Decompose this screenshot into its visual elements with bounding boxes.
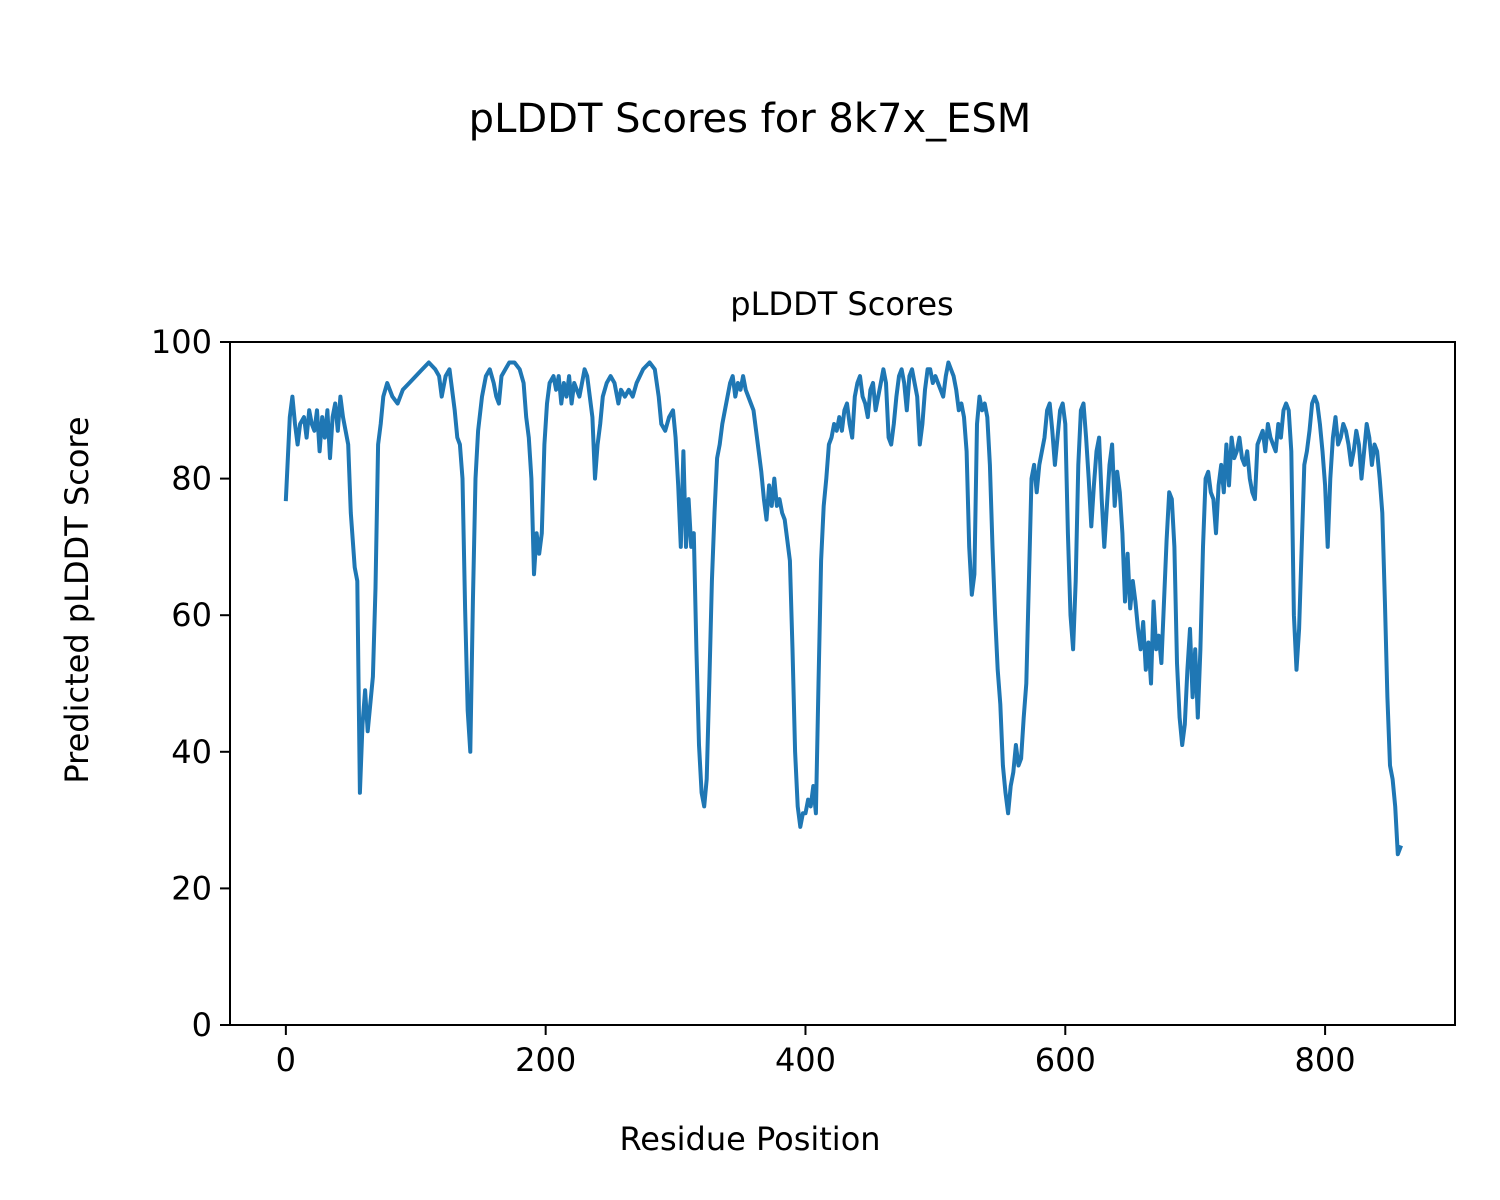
- y-tick-label: 40: [171, 733, 212, 771]
- y-tick-label: 60: [171, 596, 212, 634]
- x-tick-label: 400: [775, 1041, 836, 1079]
- x-tick-label: 600: [1035, 1041, 1096, 1079]
- y-tick-label: 20: [171, 869, 212, 907]
- series-line: [283, 360, 1403, 857]
- y-tick-label: 0: [192, 1006, 212, 1044]
- y-tick-label: 100: [151, 323, 212, 361]
- figure-suptitle: pLDDT Scores for 8k7x_ESM: [468, 96, 1032, 142]
- x-tick-label: 0: [276, 1041, 296, 1079]
- x-axis-label: Residue Position: [619, 1120, 880, 1158]
- x-tick-label: 200: [515, 1041, 576, 1079]
- x-tick-label: 800: [1295, 1041, 1356, 1079]
- y-axis-label: Predicted pLDDT Score: [58, 416, 96, 783]
- y-tick-label: 80: [171, 460, 212, 498]
- plot-frame: [229, 341, 1456, 1026]
- axis-ticks: 0 200 400 600 800 0 20 40 60 80 100: [151, 323, 1356, 1079]
- axes-title: pLDDT Scores: [730, 285, 953, 323]
